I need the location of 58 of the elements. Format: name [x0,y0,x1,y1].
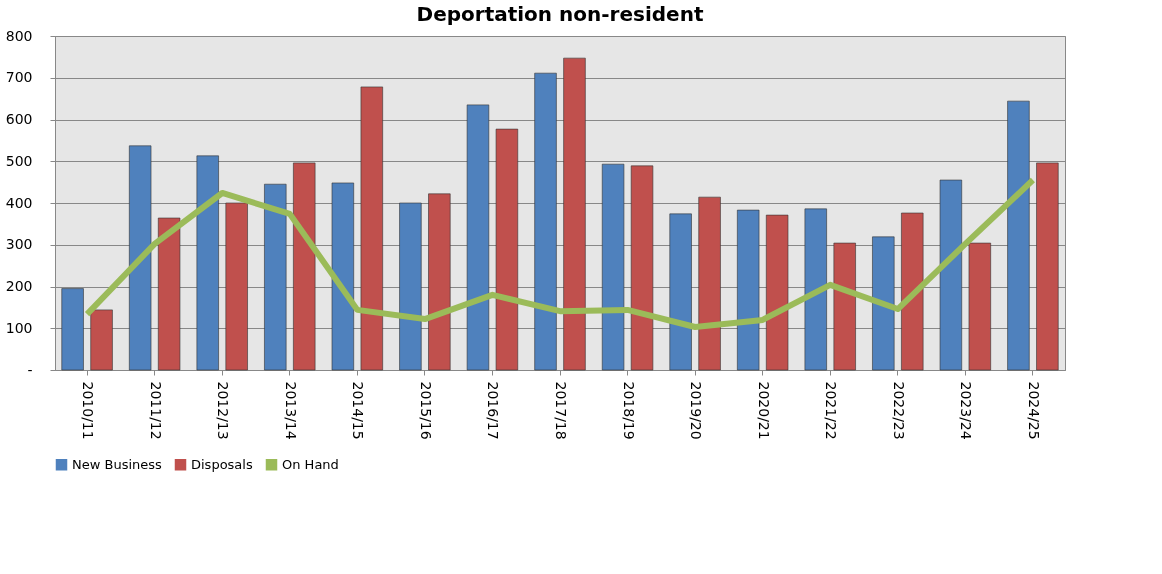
bar [698,196,721,371]
bar [466,104,490,371]
bar [737,209,760,371]
y-tick-label: - [27,361,33,378]
x-tick-label: 2015/16 [417,381,434,440]
x-tick-label: 2016/17 [485,381,502,440]
bar [61,288,84,371]
y-tick-label: 500 [5,152,33,169]
x-tick-label: 2012/13 [215,381,232,440]
bar [225,202,248,371]
bar [90,309,113,371]
bar [939,179,963,371]
y-tick-label: 300 [5,236,33,253]
bar [157,217,181,371]
y-tick-label: 400 [5,194,33,211]
x-tick-label: 2020/21 [755,381,772,440]
bar [428,193,451,371]
y-tick-label: 100 [5,319,33,336]
bar [901,212,924,371]
bar [399,202,422,371]
x-tick-label: 2023/24 [958,381,975,440]
bar [196,155,219,371]
bar [495,128,519,371]
bar [129,145,152,371]
y-tick-label: 700 [5,69,33,86]
x-tick-label: 2011/12 [147,381,164,440]
x-tick-label: 2018/19 [620,381,637,440]
legend-label: New Business [72,456,163,472]
x-tick-label: 2019/20 [688,381,705,440]
bar [1036,162,1059,371]
bar [1007,100,1030,371]
x-tick-label: 2024/25 [1025,381,1042,440]
bar [563,57,586,371]
bar [872,236,895,371]
bar [833,242,856,371]
bar [264,183,287,371]
bar [293,162,316,371]
bar [601,163,625,371]
bar [630,165,654,371]
chart-title: Deportation non-resident [416,2,704,26]
x-tick-label: 2013/14 [282,381,299,440]
y-tick-label: 800 [5,27,33,44]
x-tick-label: 2022/23 [890,381,907,440]
y-tick-label: 600 [5,111,33,127]
bar [360,86,383,371]
x-tick-label: 2010/11 [80,381,97,440]
bar [534,72,557,371]
bar [669,213,692,371]
x-tick-label: 2021/22 [823,381,840,440]
x-tick-label: 2017/18 [553,381,569,440]
legend-label: Disposals [191,456,253,472]
bar [331,182,355,371]
y-tick-label: 200 [5,278,33,294]
x-tick-label: 2014/15 [350,381,367,440]
bar [968,242,991,371]
legend-label: On Hand [282,456,339,472]
bar [804,208,827,371]
bar [765,214,789,371]
